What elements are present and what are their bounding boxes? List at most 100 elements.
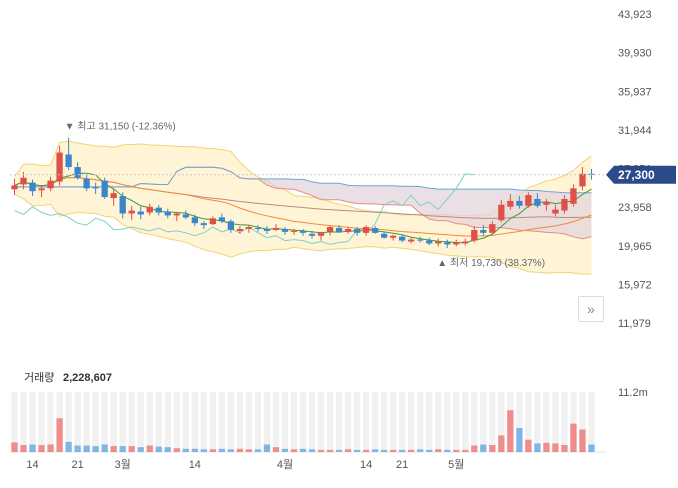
volume-bar [534, 443, 540, 452]
candle-body [65, 154, 71, 167]
volume-title: 거래량 [24, 371, 54, 384]
volume-bar [156, 447, 162, 452]
candle-body [74, 167, 80, 178]
volume-bar-bg [354, 392, 360, 452]
volume-bar-bg [246, 392, 252, 452]
expand-chevron-icon[interactable]: » [578, 296, 604, 322]
volume-bar-bg [92, 392, 98, 452]
volume-bar-bg [264, 392, 270, 452]
volume-bar-bg [273, 392, 279, 452]
volume-bar [435, 449, 441, 452]
volume-bar [65, 442, 71, 452]
volume-bar [29, 445, 35, 453]
y-tick-label: 43,923 [618, 9, 652, 21]
volume-bar-bg [444, 392, 450, 452]
candle-body [92, 187, 98, 188]
x-tick-label: 4월 [277, 458, 293, 471]
low-annotation: ▲ 최저 19,730 (38.37%) [437, 257, 545, 269]
volume-bar-bg [480, 392, 486, 452]
volume-bar [111, 446, 117, 452]
volume-bar-bg [38, 392, 44, 452]
candle-body [300, 231, 306, 233]
x-tick-label: 14 [26, 459, 38, 471]
volume-bar [120, 446, 126, 452]
candle-body [264, 229, 270, 231]
volume-bar [264, 445, 270, 453]
x-tick-label: 14 [360, 459, 372, 471]
volume-bar [174, 448, 180, 452]
volume-bar [408, 450, 414, 452]
candle-body [543, 202, 549, 205]
volume-bar-bg [372, 392, 378, 452]
volume-bar [83, 446, 89, 452]
volume-bar-bg [471, 392, 477, 452]
volume-bar [138, 447, 144, 452]
volume-bar [300, 449, 306, 452]
candle-body [570, 188, 576, 203]
candle-body [273, 228, 279, 230]
volume-bar-bg [390, 392, 396, 452]
volume-bar [471, 446, 477, 452]
candle-body [489, 224, 495, 233]
volume-bar [92, 446, 98, 452]
candle-body [480, 230, 486, 233]
volume-bar [489, 445, 495, 452]
current-price-label: 27,300 [618, 168, 655, 182]
candle-body [507, 201, 513, 207]
volume-bar-bg [237, 392, 243, 452]
candle-body [174, 213, 180, 215]
candle-body [390, 236, 396, 238]
volume-bar [372, 449, 378, 452]
volume-bar-bg [345, 392, 351, 452]
candle [102, 178, 108, 199]
volume-bar-bg [408, 392, 414, 452]
volume-bar-bg [74, 392, 80, 452]
candle-body [417, 240, 423, 241]
volume-bar [228, 449, 234, 452]
candle-body [56, 153, 62, 182]
volume-bar-bg [20, 392, 26, 452]
candle-body [156, 208, 162, 213]
candle-body [399, 237, 405, 241]
x-tick-label: 3월 [115, 458, 131, 471]
candle-body [120, 196, 126, 213]
volume-bar [426, 450, 432, 452]
volume-bar-bg [489, 392, 495, 452]
volume-panel: 거래량 2,228,607 11.2m [10, 371, 648, 452]
candle-body [11, 185, 17, 189]
volume-bar-bg [47, 392, 53, 452]
volume-bar-bg [156, 392, 162, 452]
y-tick-label: 15,972 [618, 279, 652, 291]
candle-body [444, 243, 450, 245]
volume-bar [56, 418, 62, 452]
volume-bar [47, 445, 53, 453]
y-tick-label: 31,944 [618, 125, 652, 137]
volume-bar-bg [228, 392, 234, 452]
candle-body [291, 231, 297, 232]
volume-bar-bg [534, 392, 540, 452]
volume-bar [237, 449, 243, 452]
volume-bar-bg [210, 392, 216, 452]
candle-body [552, 210, 558, 214]
price-panel: ▼ 최고 31,150 (-12.36%) ▲ 최저 19,730 (38.37… [10, 121, 606, 275]
candle-body [381, 234, 387, 238]
candle-body [20, 178, 26, 185]
candle-body [498, 205, 504, 220]
volume-bar [525, 440, 531, 452]
volume-bar [273, 447, 279, 452]
volume-bar [588, 445, 594, 453]
volume-bar [183, 449, 189, 452]
volume-bar [210, 449, 216, 452]
volume-bar-bg [552, 392, 558, 452]
volume-bar-bg [102, 392, 108, 452]
volume-bar [74, 446, 80, 452]
volume-bar [552, 443, 558, 452]
volume-bar-bg [435, 392, 441, 452]
candle-body [462, 242, 468, 244]
candle-body [345, 229, 351, 232]
volume-bar [201, 449, 207, 452]
candle-body [219, 217, 225, 221]
current-price-tag: 27,300 [606, 166, 676, 184]
candle-body [29, 183, 35, 192]
candle-body [309, 234, 315, 236]
